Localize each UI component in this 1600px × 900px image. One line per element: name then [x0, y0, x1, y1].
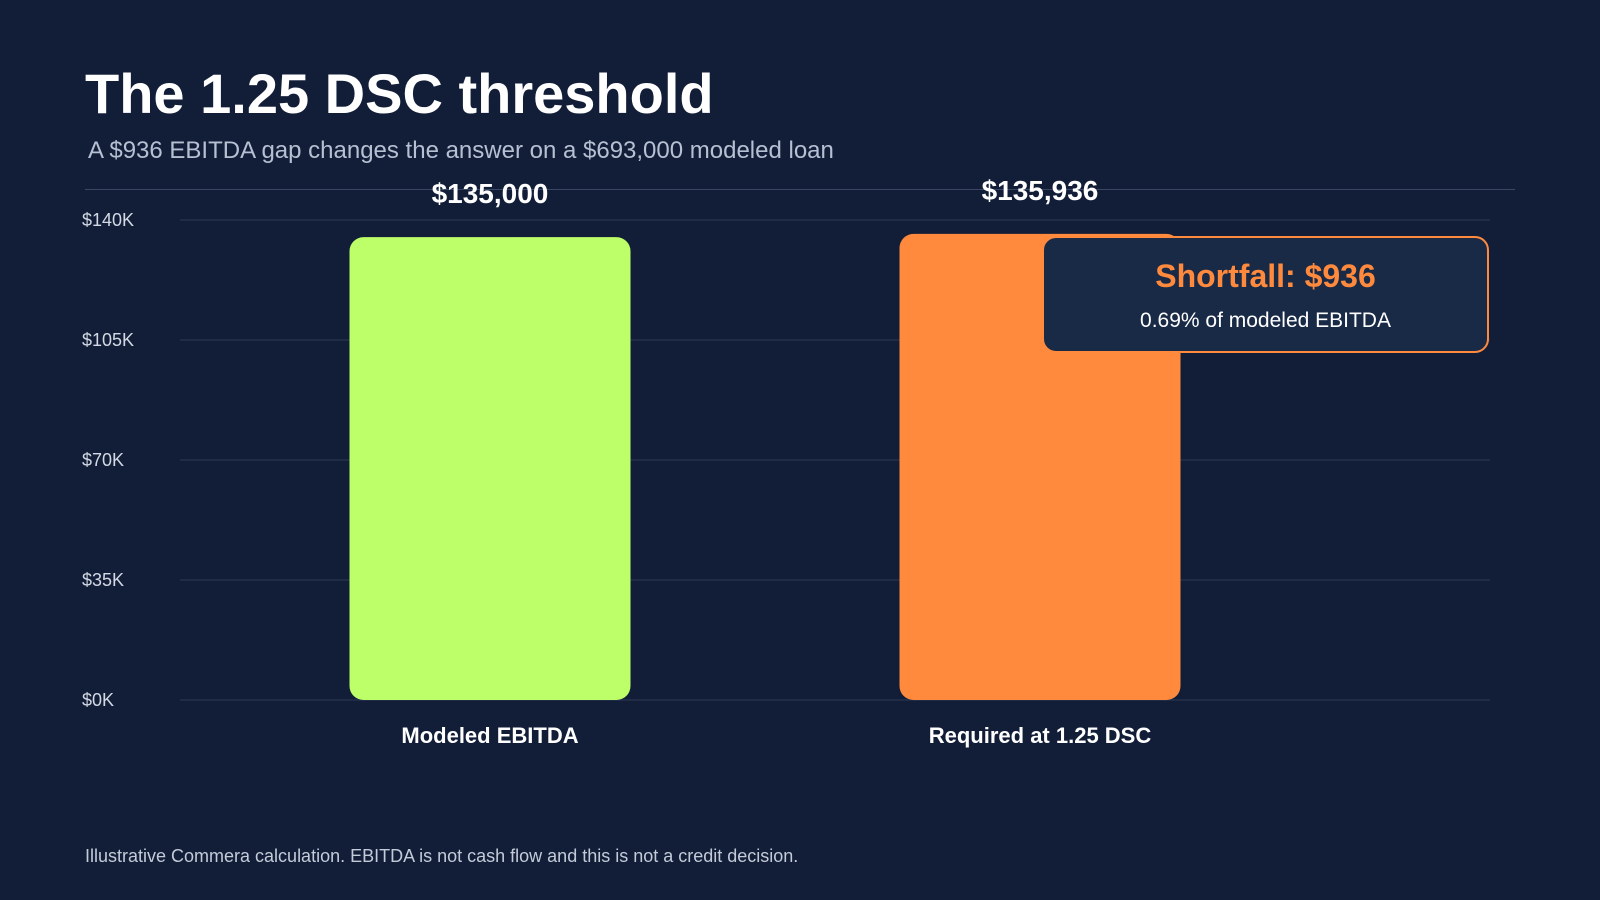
shortfall-callout: Shortfall: $936 0.69% of modeled EBITDA	[1042, 236, 1489, 353]
category-label-required-at-dsc: Required at 1.25 DSC	[929, 723, 1152, 748]
shortfall-callout-title: Shortfall: $936	[1155, 258, 1376, 294]
page-subtitle: A $936 EBITDA gap changes the answer on …	[88, 137, 834, 164]
y-tick-label: $140K	[82, 210, 134, 230]
value-label-required-at-dsc: $135,936	[982, 175, 1099, 206]
y-tick-label: $0K	[82, 690, 114, 710]
value-label-modeled-ebitda: $135,000	[432, 178, 549, 209]
y-tick-label: $105K	[82, 330, 134, 350]
footnote: Illustrative Commera calculation. EBITDA…	[85, 846, 799, 866]
title-divider	[85, 189, 1515, 190]
shortfall-callout-subtitle: 0.69% of modeled EBITDA	[1140, 309, 1391, 332]
page-title: The 1.25 DSC threshold	[85, 62, 714, 125]
category-label-modeled-ebitda: Modeled EBITDA	[401, 723, 578, 748]
bar-modeled-ebitda	[349, 237, 631, 700]
y-tick-label: $35K	[82, 570, 124, 590]
y-tick-label: $70K	[82, 450, 124, 470]
